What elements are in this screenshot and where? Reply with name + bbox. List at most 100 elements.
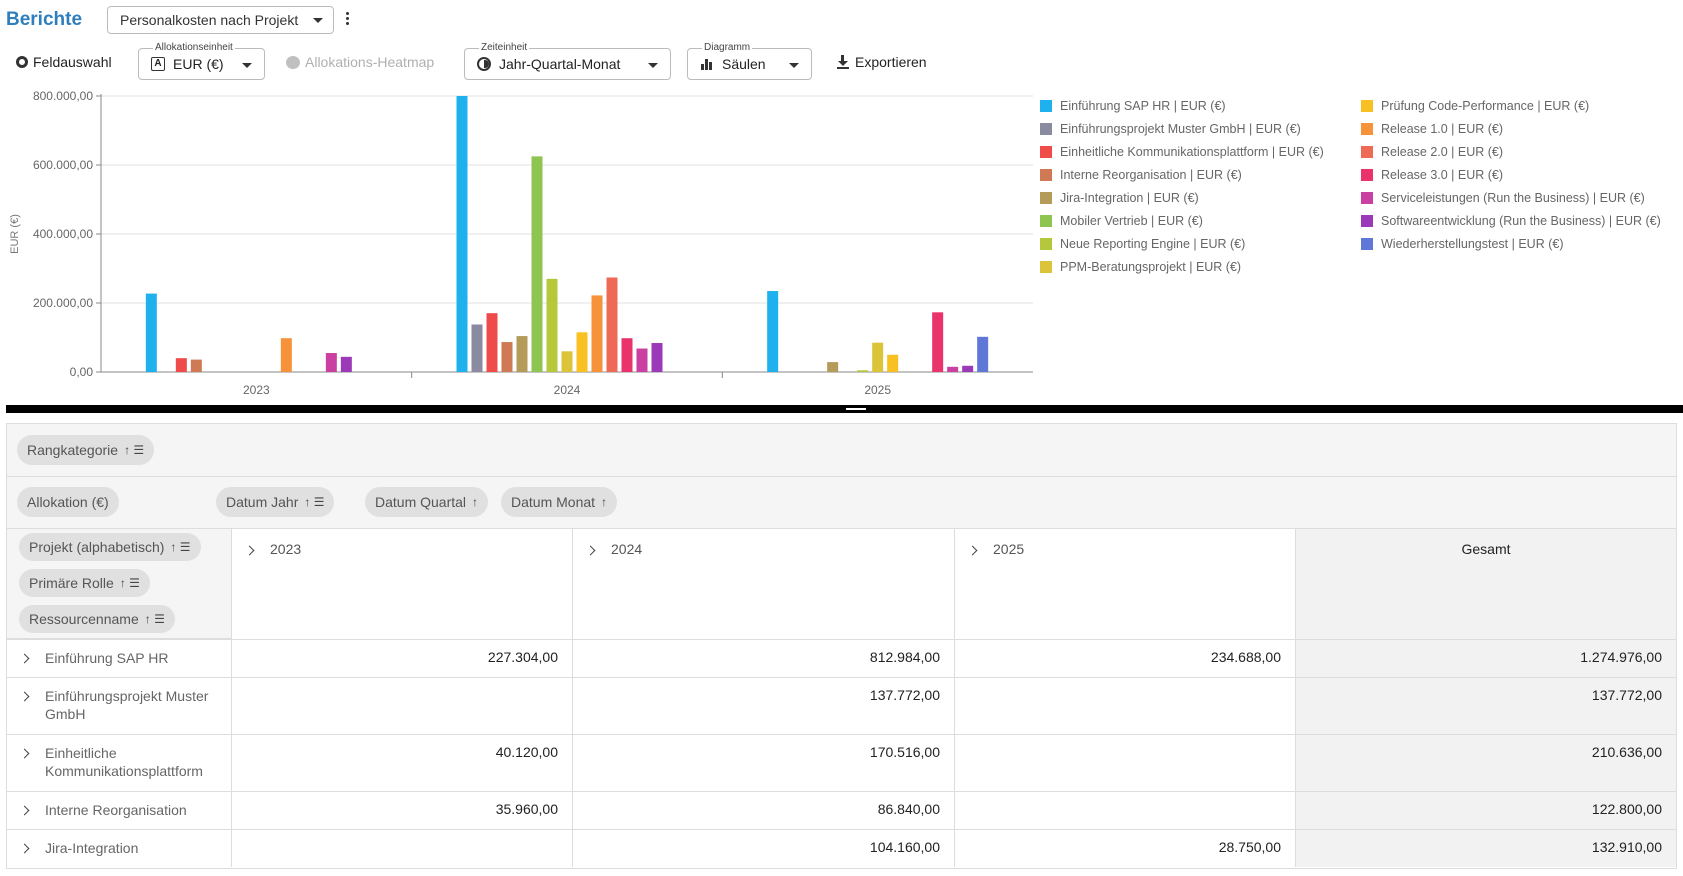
column-header-label: Gesamt <box>1461 541 1511 557</box>
bar <box>576 332 588 372</box>
sort-filter-icon[interactable]: ↑ ☰ <box>124 443 145 457</box>
legend-item[interactable]: Interne Reorganisation | EUR (€) <box>1040 163 1360 186</box>
more-vert-icon[interactable] <box>346 12 350 28</box>
report-select[interactable]: Personalkosten nach Projekt <box>107 6 334 34</box>
row-chip-project[interactable]: Projekt (alphabetisch) ↑ ☰ <box>19 533 201 561</box>
sort-icon[interactable]: ↑ <box>601 495 608 509</box>
legend-item[interactable]: Prüfung Code-Performance | EUR (€) <box>1361 94 1681 117</box>
table-row[interactable]: Einheitliche Kommunikationsplattform 40.1… <box>7 734 1676 791</box>
sort-filter-icon[interactable]: ↑ ☰ <box>304 495 325 509</box>
cell-2025: 28.750,00 <box>954 830 1295 867</box>
cell-2023: 227.304,00 <box>231 640 572 677</box>
sort-icon[interactable]: ↑ <box>472 495 479 509</box>
page-title: Berichte <box>6 9 83 30</box>
legend-item[interactable]: Jira-Integration | EUR (€) <box>1040 186 1360 209</box>
legend-item[interactable]: PPM-Beratungsprojekt | EUR (€) <box>1040 255 1360 278</box>
bar <box>516 336 528 372</box>
allocation-unit-select[interactable]: Allokationseinheit A EUR (€) <box>138 42 265 80</box>
row-chip-resource[interactable]: Ressourcenname ↑ ☰ <box>19 605 175 633</box>
legend-label: Release 1.0 | EUR (€) <box>1381 121 1504 136</box>
legend-swatch <box>1040 260 1052 273</box>
legend-item[interactable]: Einführung SAP HR | EUR (€) <box>1040 94 1360 117</box>
legend-item[interactable]: Wiederherstellungstest | EUR (€) <box>1361 232 1681 255</box>
y-tick-label: 400.000,00 <box>33 227 93 241</box>
chevron-right-icon[interactable] <box>19 748 30 759</box>
value-chip-allocation[interactable]: Allokation (€) <box>17 487 119 517</box>
legend-label: Jira-Integration | EUR (€) <box>1060 190 1199 205</box>
legend-swatch <box>1361 168 1373 181</box>
bar <box>546 278 558 372</box>
column-header-2025[interactable]: 2025 <box>954 529 1295 639</box>
x-tick-label: 2023 <box>243 383 270 397</box>
time-unit-select[interactable]: Zeiteinheit Jahr-Quartal-Monat <box>464 42 671 80</box>
cell-total: 137.772,00 <box>1295 678 1676 734</box>
legend-column-left: Einführung SAP HR | EUR (€) Einführungspr… <box>1040 94 1360 278</box>
field-selection-label: Feldauswahl <box>33 54 112 70</box>
filter-chip-rank-category[interactable]: Rangkategorie ↑ ☰ <box>17 435 155 465</box>
legend-item[interactable]: Neue Reporting Engine | EUR (€) <box>1040 232 1360 255</box>
panel-splitter[interactable] <box>6 405 1683 413</box>
row-chip-role[interactable]: Primäre Rolle ↑ ☰ <box>19 569 150 597</box>
bar <box>887 354 899 372</box>
field-selection-button[interactable]: Feldauswahl <box>16 52 112 72</box>
chip-label: Rangkategorie <box>27 442 119 458</box>
table-row[interactable]: Einführungsprojekt Muster GmbH 137.772,00… <box>7 677 1676 734</box>
column-header-label: 2023 <box>270 541 302 557</box>
time-unit-value: Jahr-Quartal-Monat <box>499 56 621 72</box>
sort-filter-icon[interactable]: ↑ ☰ <box>144 612 165 626</box>
column-chip-month[interactable]: Datum Monat ↑ <box>501 487 618 517</box>
legend-label: Prüfung Code-Performance | EUR (€) <box>1381 98 1590 113</box>
chip-label: Datum Quartal <box>375 494 467 510</box>
column-chip-quarter[interactable]: Datum Quartal ↑ <box>365 487 489 517</box>
bar <box>531 156 543 372</box>
filter-band <box>7 424 1676 477</box>
bar <box>651 343 663 372</box>
chart-type-select[interactable]: Diagramm Säulen <box>687 42 812 80</box>
table-row[interactable]: Einführung SAP HR 227.304,00 812.984,00 234… <box>7 639 1676 677</box>
cell-2024: 137.772,00 <box>572 678 954 734</box>
chevron-right-icon[interactable] <box>19 691 30 702</box>
chevron-right-icon[interactable] <box>19 843 30 854</box>
heatmap-button[interactable]: Allokations-Heatmap <box>286 52 434 72</box>
legend-item[interactable]: Release 2.0 | EUR (€) <box>1361 140 1681 163</box>
column-header-2023[interactable]: 2023 <box>231 529 572 639</box>
legend-item[interactable]: Mobiler Vertrieb | EUR (€) <box>1040 209 1360 232</box>
legend-item[interactable]: Softwareentwicklung (Run the Business) |… <box>1361 209 1681 232</box>
chevron-right-icon[interactable] <box>244 545 255 556</box>
bar <box>145 293 157 372</box>
cell-2024: 86.840,00 <box>572 792 954 829</box>
bar <box>471 324 483 372</box>
y-tick-label: 800.000,00 <box>33 89 93 103</box>
chip-label: Primäre Rolle <box>29 575 114 591</box>
chevron-right-icon[interactable] <box>585 545 596 556</box>
chart-area: 0,00 200.000,00 400.000,00 600.000,00 800.00… <box>0 84 1683 404</box>
cell-total: 122.800,00 <box>1295 792 1676 829</box>
bar <box>340 356 352 372</box>
column-chip-year[interactable]: Datum Jahr ↑ ☰ <box>216 487 335 517</box>
chevron-right-icon[interactable] <box>19 805 30 816</box>
row-label: Einführungsprojekt Muster GmbH <box>45 688 209 722</box>
legend-label: Einheitliche Kommunikationsplattform | E… <box>1060 144 1324 159</box>
legend-label: Wiederherstellungstest | EUR (€) <box>1381 236 1564 251</box>
legend-label: Softwareentwicklung (Run the Business) |… <box>1381 213 1661 228</box>
legend-item[interactable]: Release 1.0 | EUR (€) <box>1361 117 1681 140</box>
legend-item[interactable]: Serviceleistungen (Run the Business) | E… <box>1361 186 1681 209</box>
splitter-handle-icon[interactable] <box>846 408 866 410</box>
legend-item[interactable]: Einheitliche Kommunikationsplattform | E… <box>1040 140 1360 163</box>
column-header-2024[interactable]: 2024 <box>572 529 954 639</box>
table-row[interactable]: Interne Reorganisation 35.960,00 86.840,00… <box>7 791 1676 829</box>
legend-column-right: Prüfung Code-Performance | EUR (€) Releas… <box>1361 94 1681 255</box>
legend-item[interactable]: Release 3.0 | EUR (€) <box>1361 163 1681 186</box>
legend-swatch <box>1040 145 1052 158</box>
table-row[interactable]: Jira-Integration 104.160,00 28.750,00 132.9… <box>7 829 1676 867</box>
chevron-right-icon[interactable] <box>19 653 30 664</box>
legend-item[interactable]: Einführungsprojekt Muster GmbH | EUR (€) <box>1040 117 1360 140</box>
chip-label: Ressourcenname <box>29 611 139 627</box>
bar <box>621 338 633 372</box>
gear-icon <box>16 56 28 68</box>
chevron-right-icon[interactable] <box>967 545 978 556</box>
sort-filter-icon[interactable]: ↑ ☰ <box>119 576 140 590</box>
cell-2024: 170.516,00 <box>572 735 954 791</box>
sort-filter-icon[interactable]: ↑ ☰ <box>170 540 191 554</box>
export-button[interactable]: Exportieren <box>836 52 927 72</box>
